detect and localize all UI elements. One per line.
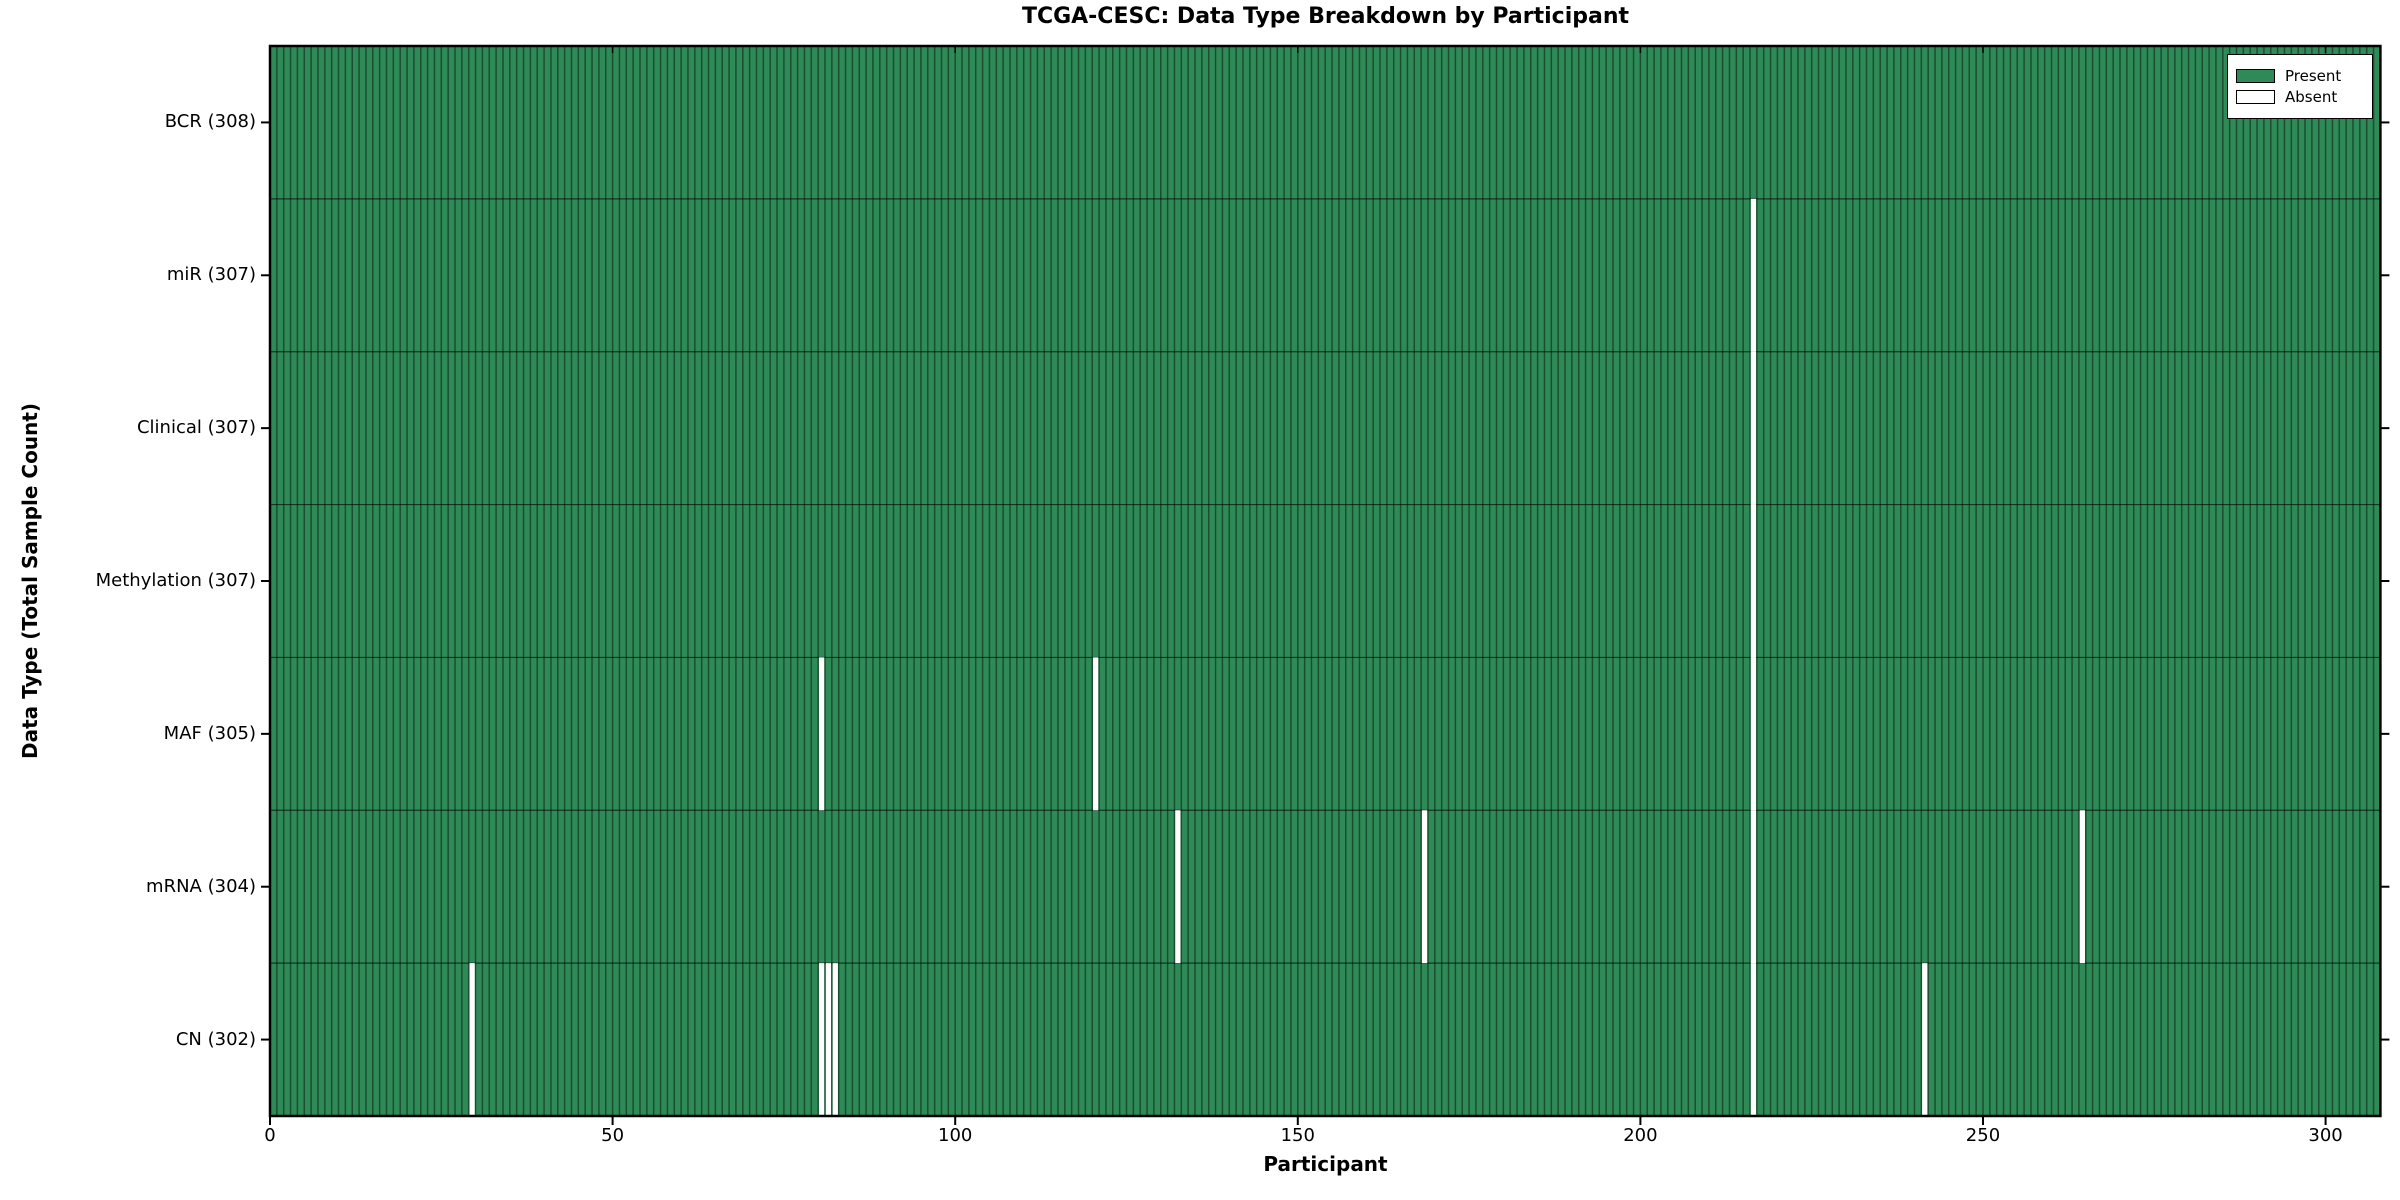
y-tick-label: mRNA (304) (146, 875, 256, 897)
y-tick-label: CN (302) (175, 1028, 256, 1050)
x-tick-label: 100 (938, 1125, 973, 1146)
chart-title: TCGA-CESC: Data Type Breakdown by Partic… (1021, 4, 1630, 29)
y-tick-label: Clinical (307) (136, 417, 256, 439)
x-tick-label: 150 (1280, 1125, 1315, 1146)
y-tick-label: miR (307) (166, 264, 256, 286)
y-tick-label: BCR (308) (164, 111, 256, 133)
legend: Present Absent (2227, 54, 2373, 119)
legend-label-absent: Absent (2285, 87, 2338, 106)
y-tick-label: MAF (305) (163, 722, 256, 744)
legend-label-present: Present (2285, 66, 2342, 85)
x-tick-label: 200 (1623, 1125, 1658, 1146)
x-tick-label: 300 (2308, 1125, 2343, 1146)
legend-item-present: Present (2236, 66, 2364, 85)
legend-swatch-absent-icon (2236, 90, 2275, 104)
x-axis-title: Participant (1263, 1152, 1388, 1176)
x-tick-label: 50 (601, 1125, 625, 1146)
x-tick-label: 0 (264, 1125, 276, 1146)
legend-item-absent: Absent (2236, 87, 2364, 106)
legend-swatch-present-icon (2236, 69, 2275, 83)
x-tick-label: 250 (1965, 1125, 2001, 1146)
y-tick-label: Methylation (307) (95, 570, 256, 591)
